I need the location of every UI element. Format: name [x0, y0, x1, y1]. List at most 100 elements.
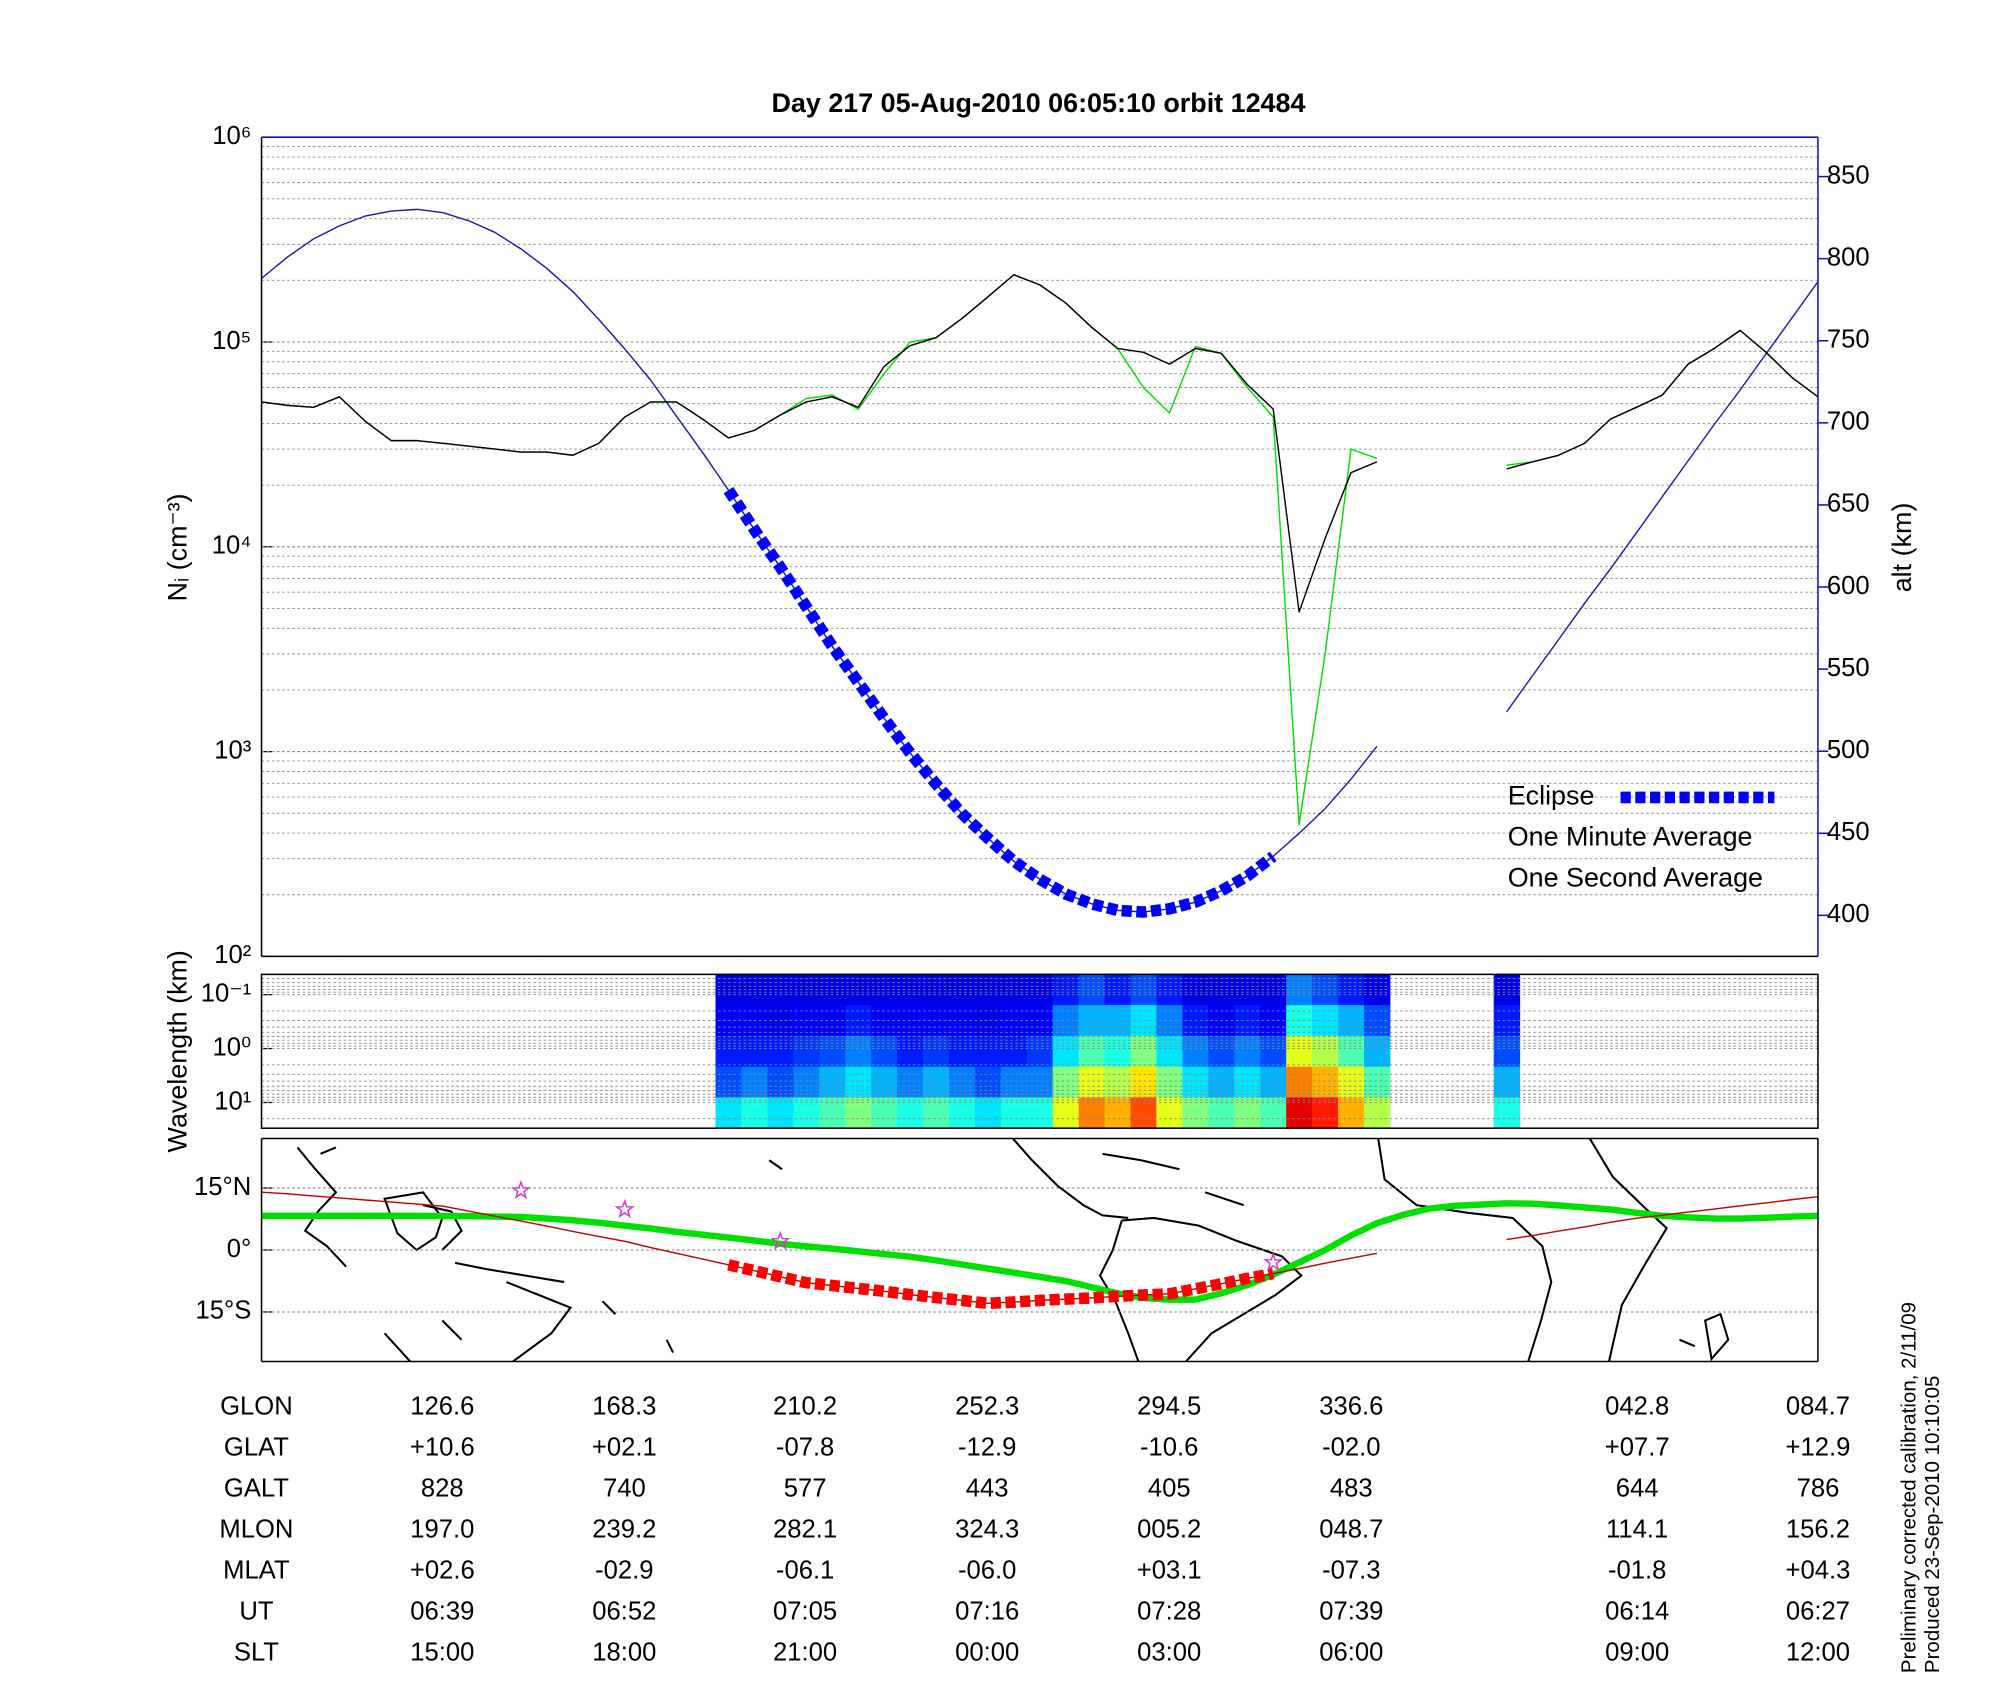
heat-cell [1130, 974, 1157, 1006]
heat-cell [1000, 1035, 1028, 1068]
heat-cell [741, 1066, 768, 1098]
table-cell: 168.3 [592, 1392, 656, 1420]
heat-cell [1363, 1035, 1391, 1068]
table-cell: 252.3 [955, 1392, 1019, 1420]
heat-cell [1208, 1066, 1235, 1098]
heat-cell [845, 1035, 872, 1068]
table-cell: 443 [966, 1475, 1009, 1503]
heat-cell [1363, 974, 1391, 1006]
heat-cell [1052, 1035, 1080, 1068]
heat-cell [1234, 974, 1261, 1006]
y2-tick-label: 700 [1827, 408, 1870, 436]
table-cell: 06:52 [592, 1598, 656, 1626]
y-tick-label: 10⁻¹ [201, 979, 252, 1007]
star-marker [614, 1198, 635, 1219]
heat-cell [948, 1066, 976, 1098]
legend-label: Eclipse [1508, 781, 1595, 811]
heat-cell [1130, 1066, 1157, 1098]
frame [260, 973, 1819, 1129]
table-cell: 114.1 [1606, 1516, 1668, 1544]
legend-label: One Minute Average [1508, 822, 1753, 852]
y-tick-label: 10³ [214, 736, 252, 764]
plot-area [261, 1179, 1818, 1310]
table-cell: -06.0 [958, 1557, 1016, 1585]
table-cell: -06.1 [776, 1557, 834, 1585]
table-cell: +02.1 [592, 1433, 657, 1461]
table-cell: 09:00 [1605, 1639, 1669, 1667]
table-row-label: SLT [234, 1639, 279, 1667]
heat-cell [1260, 974, 1287, 1006]
heat-cell [1182, 1066, 1209, 1098]
heat-cell [897, 1066, 924, 1098]
y2-tick-label: 750 [1827, 326, 1870, 354]
y2-tick-label: 650 [1827, 490, 1870, 518]
table-cell: +03.1 [1137, 1557, 1202, 1585]
series-line [727, 1259, 1275, 1310]
table-row-label: GALT [224, 1475, 289, 1503]
heat-cell [1286, 1066, 1313, 1098]
heat-cell [819, 974, 846, 1006]
table-cell: 048.7 [1319, 1516, 1383, 1544]
series-line [261, 1200, 1818, 1303]
table-cell: 03:00 [1137, 1639, 1201, 1667]
heat-cell [1260, 1035, 1287, 1068]
table-row-label: MLON [219, 1516, 293, 1544]
y-tick-label: 15°S [195, 1297, 251, 1325]
table-cell: 21:00 [773, 1639, 837, 1667]
heat-cell [871, 974, 898, 1006]
table-row-label: UT [239, 1598, 274, 1626]
table-cell: 18:00 [592, 1639, 656, 1667]
table-cell: 239.2 [592, 1516, 656, 1544]
y2-tick-label: 500 [1827, 736, 1870, 764]
y2-tick-label: 850 [1827, 161, 1870, 189]
heat-cell [1026, 1005, 1054, 1037]
heat-cell [923, 1035, 950, 1068]
heat-cell [1493, 1066, 1521, 1098]
heat-cell [1208, 974, 1235, 1006]
table-cell: 210.2 [773, 1392, 837, 1420]
heat-cell [1312, 1066, 1339, 1098]
heat-cell [1078, 1066, 1106, 1098]
heat-cell [1156, 974, 1183, 1006]
table-cell: +10.6 [410, 1433, 475, 1461]
heat-cell [1000, 1005, 1028, 1037]
y-axis-label: Nᵢ (cm⁻³) [163, 493, 193, 601]
table-cell: 06:14 [1605, 1598, 1669, 1626]
table-cell: +02.6 [410, 1557, 475, 1585]
heat-cell [1026, 1097, 1054, 1129]
y-tick-label: 0° [227, 1235, 252, 1263]
table-cell: -07.3 [1322, 1557, 1380, 1585]
y-tick-label: 10⁰ [213, 1033, 252, 1061]
y-tick-label: 15°N [194, 1173, 251, 1201]
heat-cell [948, 974, 976, 1006]
table-cell: 405 [1148, 1475, 1191, 1503]
coastline [1377, 1138, 1730, 1362]
note: Preliminary corrected calibration, 2/11/… [1898, 1302, 1921, 1673]
star-marker [510, 1179, 532, 1200]
star-marker [1263, 1251, 1284, 1271]
heat-cell [1312, 974, 1339, 1006]
heat-cell [1363, 1066, 1391, 1098]
table-row-label: GLAT [224, 1433, 289, 1461]
heat-cell [1234, 1035, 1261, 1068]
heat-cell [793, 1035, 820, 1068]
coastlines [296, 1138, 1730, 1362]
heat-cell [1286, 1035, 1313, 1068]
heat-cell [1078, 1035, 1106, 1068]
heat-cell [974, 1035, 1002, 1068]
heat-cell [871, 1035, 898, 1068]
heat-cell [1338, 974, 1365, 1006]
heat-cell [1338, 1035, 1365, 1068]
table-cell: -12.9 [958, 1433, 1016, 1461]
heat-cell [1493, 974, 1521, 1006]
table-cell: +04.3 [1786, 1557, 1851, 1585]
heat-cell [897, 974, 924, 1006]
y-tick-label: 10⁴ [212, 532, 252, 560]
heat-cell [1000, 1097, 1028, 1129]
heat-cell [1156, 1035, 1183, 1068]
heat-cell [1026, 1035, 1054, 1068]
heat-cell [1130, 1035, 1157, 1068]
table-cell: 06:00 [1319, 1639, 1383, 1667]
heat-cell [871, 1066, 898, 1098]
heat-cell [793, 1066, 820, 1098]
